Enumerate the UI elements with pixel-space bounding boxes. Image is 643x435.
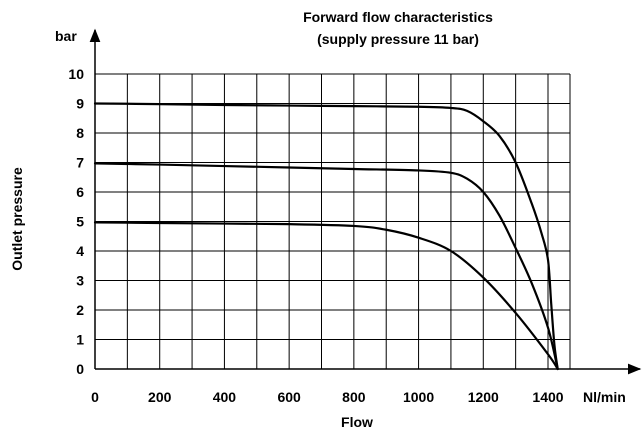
x-tick-label: 400 bbox=[213, 389, 237, 405]
y-tick-label: 10 bbox=[68, 66, 84, 82]
x-unit-label: Nl/min bbox=[583, 389, 626, 405]
y-tick-label: 3 bbox=[76, 273, 84, 289]
x-tick-label: 1000 bbox=[403, 389, 434, 405]
grid bbox=[95, 73, 571, 369]
x-tick-label: 200 bbox=[148, 389, 172, 405]
x-tick-label: 800 bbox=[342, 389, 366, 405]
y-tick-label: 2 bbox=[76, 302, 84, 318]
chart-title-line-2: (supply pressure 11 bar) bbox=[317, 31, 479, 47]
x-tick-label: 1400 bbox=[532, 389, 563, 405]
x-tick-label: 1200 bbox=[468, 389, 499, 405]
y-tick-label: 5 bbox=[76, 214, 84, 230]
series bbox=[93, 102, 559, 371]
series-line-2 bbox=[93, 162, 559, 371]
series-line-1 bbox=[93, 102, 559, 371]
x-axis-label: Flow bbox=[341, 414, 373, 430]
y-tick-label: 0 bbox=[76, 361, 84, 377]
x-tick-label: 0 bbox=[91, 389, 99, 405]
series-line-3 bbox=[93, 221, 559, 371]
chart-title-line-1: Forward flow characteristics bbox=[303, 9, 493, 25]
y-tick-label: 8 bbox=[76, 125, 84, 141]
y-tick-label: 4 bbox=[76, 243, 84, 259]
y-tick-label: 1 bbox=[76, 332, 84, 348]
y-unit-label: bar bbox=[55, 28, 77, 44]
x-tick-label: 600 bbox=[277, 389, 301, 405]
y-tick-label: 6 bbox=[76, 184, 84, 200]
axes bbox=[89, 28, 642, 375]
y-tick-label: 9 bbox=[76, 96, 84, 112]
tick-labels: 0 1 2 3 4 5 6 7 8 9 10 0 200 400 600 800 1000 1200 1400 bbox=[68, 66, 563, 405]
y-axis-label: Outlet pressure bbox=[9, 167, 25, 271]
y-tick-label: 7 bbox=[76, 155, 84, 171]
